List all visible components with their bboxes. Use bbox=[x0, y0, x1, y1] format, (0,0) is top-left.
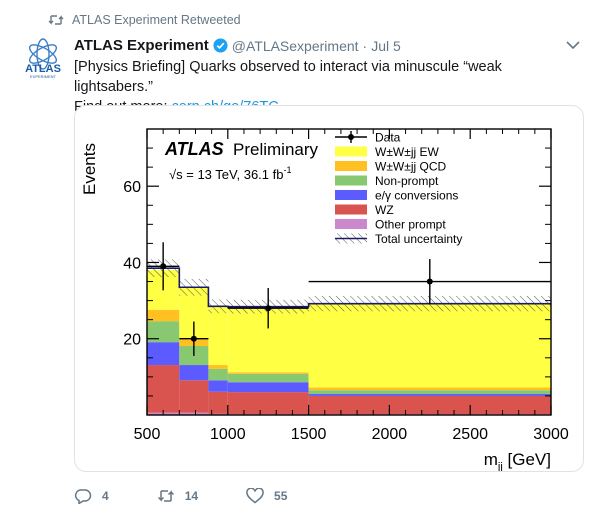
like-icon bbox=[246, 488, 264, 504]
energy-label: √s = 13 TeV, 36.1 fb-1 bbox=[169, 165, 292, 182]
bar-1-2 bbox=[208, 391, 228, 414]
y-axis-label: Events bbox=[80, 143, 99, 195]
legend-label-2: W±W±jj QCD bbox=[375, 160, 446, 174]
legend-swatch-3 bbox=[335, 175, 367, 186]
legend-swatch-2 bbox=[335, 161, 367, 171]
bar-1-0 bbox=[147, 365, 180, 413]
data-point-3 bbox=[426, 278, 433, 285]
legend-data-marker bbox=[348, 134, 354, 140]
bar-1-3 bbox=[227, 392, 309, 415]
retweet-count: 14 bbox=[184, 489, 199, 503]
bar-0-1 bbox=[179, 412, 209, 415]
x-tick-label-4: 2500 bbox=[452, 426, 488, 443]
y-tick-label-1: 40 bbox=[123, 255, 141, 272]
x-tick-label-2: 1500 bbox=[291, 426, 327, 443]
plot-frame bbox=[146, 128, 552, 416]
avatar-logo-subtext: EXPERIMENT bbox=[30, 74, 57, 79]
tweet-actions: 4 14 55 bbox=[74, 488, 335, 504]
bar-3-4 bbox=[308, 390, 551, 395]
tweet-header: ATLAS Experiment @ATLASexperiment · Jul … bbox=[74, 37, 401, 54]
physics-chart: 500 1000 1500 2000 2500 3000 20 40 60 Events mjj [… bbox=[80, 128, 569, 471]
legend-swatch-6 bbox=[335, 219, 367, 229]
bar-2-2 bbox=[208, 380, 228, 392]
legend-label-6: Other prompt bbox=[375, 218, 446, 232]
x-tick-label-3: 2000 bbox=[372, 426, 408, 443]
avatar-logo-text: ATLAS bbox=[25, 63, 61, 75]
preliminary-label: Preliminary bbox=[233, 140, 319, 159]
bar-4-0 bbox=[147, 309, 180, 322]
legend-swatch-4 bbox=[335, 190, 367, 200]
reply-icon bbox=[74, 489, 92, 504]
legend-swatch-1 bbox=[335, 146, 367, 157]
bar-2-0 bbox=[147, 342, 180, 366]
bar-2-4 bbox=[308, 394, 551, 396]
bar-5-2 bbox=[208, 306, 228, 366]
tweet-date[interactable]: Jul 5 bbox=[371, 37, 401, 54]
total-line bbox=[147, 267, 551, 308]
legend-label-0: Data bbox=[375, 131, 401, 145]
legend-label-5: WZ bbox=[375, 203, 394, 217]
caret-down-icon[interactable] bbox=[566, 40, 580, 50]
bar-3-2 bbox=[208, 368, 228, 381]
legend-label-1: W±W±jj EW bbox=[375, 145, 439, 159]
bar-1-4 bbox=[308, 395, 551, 415]
like-count: 55 bbox=[274, 489, 288, 503]
bar-1-1 bbox=[179, 380, 209, 413]
retweet-indicator[interactable]: ATLAS Experiment Retweeted bbox=[48, 13, 241, 27]
reply-button[interactable]: 4 bbox=[74, 488, 109, 504]
bar-2-3 bbox=[227, 382, 309, 393]
bar-3-3 bbox=[227, 373, 309, 383]
bar-4-2 bbox=[208, 365, 228, 369]
y-tick-label-2: 60 bbox=[123, 179, 141, 196]
x-tick-label-1: 1000 bbox=[210, 426, 246, 443]
y-tick-label-0: 20 bbox=[123, 332, 141, 349]
legend-label-4: e/γ conversions bbox=[375, 189, 458, 203]
x-axis-label: mjj [GeV] bbox=[484, 450, 551, 471]
retweet-icon bbox=[157, 490, 174, 502]
retweet-button[interactable]: 14 bbox=[157, 488, 198, 504]
atlas-label: ATLAS bbox=[164, 139, 224, 159]
data-point-0 bbox=[160, 263, 167, 270]
legend-label-3: Non-prompt bbox=[375, 174, 439, 188]
legend-label-7: Total uncertainty bbox=[375, 232, 462, 246]
retweet-label: ATLAS Experiment Retweeted bbox=[72, 13, 241, 27]
bar-4-3 bbox=[227, 372, 309, 374]
avatar[interactable]: ATLAS EXPERIMENT bbox=[22, 38, 64, 80]
x-tick-label-0: 500 bbox=[134, 426, 161, 443]
bar-5-4 bbox=[308, 303, 551, 388]
separator-dot: · bbox=[362, 37, 368, 54]
media-card[interactable]: 500 1000 1500 2000 2500 3000 20 40 60 Events mjj [… bbox=[74, 105, 584, 472]
data-point-1 bbox=[190, 335, 197, 342]
author-handle[interactable]: @ATLASexperiment bbox=[231, 37, 359, 54]
data-point-2 bbox=[265, 305, 272, 312]
like-button[interactable]: 55 bbox=[246, 488, 287, 504]
x-tick-label-5: 3000 bbox=[533, 426, 569, 443]
tweet-text-line1: [Physics Briefing] Quarks observed to in… bbox=[74, 59, 502, 95]
verified-icon bbox=[213, 38, 228, 53]
retweet-icon bbox=[48, 15, 64, 25]
author-name[interactable]: ATLAS Experiment bbox=[74, 37, 209, 54]
bar-3-0 bbox=[147, 321, 180, 343]
legend-swatch-5 bbox=[335, 204, 367, 215]
reply-count: 4 bbox=[102, 489, 109, 503]
bar-2-1 bbox=[179, 365, 209, 381]
bar-4-4 bbox=[308, 387, 551, 391]
